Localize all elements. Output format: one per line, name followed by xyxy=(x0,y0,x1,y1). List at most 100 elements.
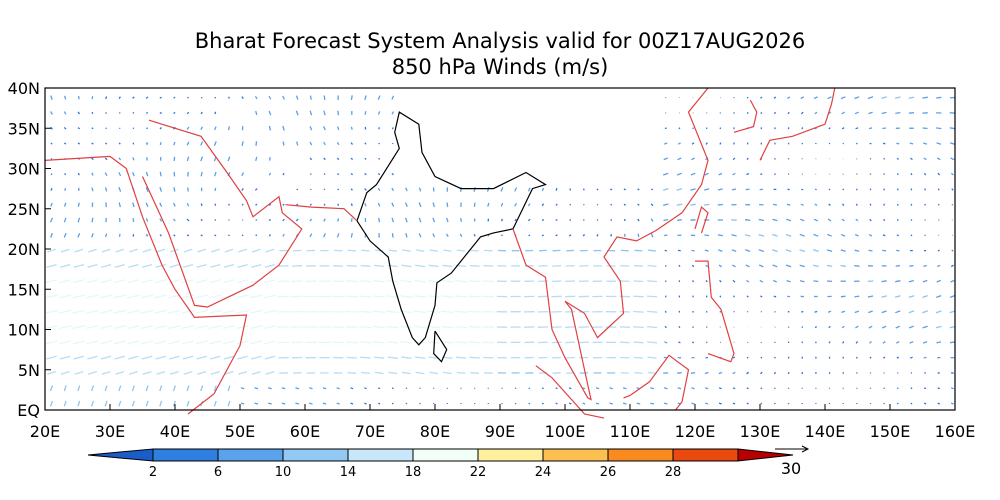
wind-vector xyxy=(113,309,127,314)
wind-vector xyxy=(527,187,531,192)
wind-vector xyxy=(364,95,367,100)
wind-vector xyxy=(429,249,438,252)
wind-vector xyxy=(759,279,764,283)
wind-vector xyxy=(676,172,682,176)
wind-vector xyxy=(855,341,859,344)
wind-vector xyxy=(922,325,928,329)
wind-vector xyxy=(746,96,749,99)
wind-vector xyxy=(265,248,275,253)
wind-vector xyxy=(760,173,763,176)
wind-vector xyxy=(391,402,394,405)
wind-vector xyxy=(732,356,736,359)
wind-vector xyxy=(428,356,439,359)
wind-vector xyxy=(746,172,750,176)
wind-vector xyxy=(746,295,749,298)
wind-vector xyxy=(772,233,778,237)
wind-vector xyxy=(854,295,860,298)
wind-vector xyxy=(704,371,709,375)
makran-coast xyxy=(285,204,358,222)
colorbar-label: 10 xyxy=(275,465,292,480)
wind-vector xyxy=(950,157,955,161)
wind-vector xyxy=(181,294,195,299)
wind-vector xyxy=(127,279,140,284)
wind-vector xyxy=(813,233,819,237)
wind-vector xyxy=(159,202,163,207)
wind-vector xyxy=(772,249,778,253)
colorbar-end xyxy=(737,448,794,462)
wind-vector xyxy=(841,127,845,130)
wind-vector xyxy=(378,217,381,223)
wind-vector xyxy=(140,309,154,314)
wind-vector xyxy=(169,355,180,360)
wind-vector xyxy=(361,249,370,252)
wind-vector xyxy=(86,325,99,330)
wind-vector xyxy=(883,218,886,222)
wind-vector xyxy=(350,387,354,390)
wind-vector xyxy=(650,203,654,207)
wind-vector xyxy=(114,355,126,360)
wind-vector xyxy=(569,203,572,206)
wind-vector xyxy=(167,309,181,314)
wind-vector xyxy=(455,356,467,359)
wind-vector xyxy=(132,111,135,114)
wind-vector xyxy=(169,370,179,375)
wind-vector xyxy=(717,234,723,237)
wind-vector xyxy=(896,234,900,237)
wind-vector xyxy=(633,295,644,298)
wind-vector xyxy=(87,370,97,375)
wind-vector xyxy=(359,280,372,283)
wind-vector xyxy=(950,387,954,390)
wind-vector xyxy=(894,295,901,298)
wind-vector xyxy=(950,279,955,283)
wind-vector xyxy=(104,385,108,392)
wind-vector xyxy=(118,112,121,114)
wind-vector xyxy=(732,172,736,176)
wind-vector xyxy=(908,96,915,99)
wind-vector xyxy=(131,171,135,177)
wind-vector xyxy=(678,127,681,130)
wind-vector xyxy=(610,203,613,206)
wind-vector xyxy=(173,96,176,99)
wind-vector xyxy=(787,111,790,115)
wind-vector xyxy=(72,340,85,345)
colorbar-label: 22 xyxy=(470,465,487,480)
wind-vector xyxy=(664,142,668,145)
wind-vector xyxy=(391,172,394,176)
wind-vector xyxy=(50,202,53,207)
wind-vector xyxy=(813,280,819,283)
wind-vector xyxy=(692,127,694,130)
wind-vector xyxy=(470,371,480,374)
wind-vector xyxy=(91,217,94,223)
wind-vector xyxy=(128,263,139,268)
wind-vector xyxy=(183,370,193,375)
wind-vector xyxy=(427,341,440,344)
wind-vector xyxy=(214,111,217,115)
wind-vector xyxy=(47,248,56,253)
wind-vector xyxy=(169,263,180,268)
wind-vector xyxy=(345,295,358,298)
india-outline xyxy=(356,111,547,346)
wind-vector xyxy=(50,111,53,115)
wind-vector xyxy=(364,157,367,160)
wind-vector xyxy=(922,279,928,283)
wind-vector xyxy=(413,295,427,298)
wind-vector xyxy=(337,110,340,116)
wind-vector xyxy=(86,294,99,299)
wind-vector xyxy=(786,279,791,283)
wind-vector xyxy=(350,402,354,405)
wind-vector xyxy=(555,187,558,191)
wind-vector xyxy=(282,95,285,100)
y-tick-label: 20N xyxy=(8,240,40,259)
wind-vector xyxy=(910,402,913,405)
wind-vector xyxy=(894,96,901,99)
reference-label: 30 xyxy=(781,459,801,478)
wind-vector xyxy=(172,400,176,407)
wind-vector xyxy=(704,234,710,237)
wind-vector xyxy=(359,341,372,344)
colorbar-segment xyxy=(282,448,349,462)
x-tick-label: 60E xyxy=(290,422,320,441)
wind-vector xyxy=(869,158,872,160)
wind-vector xyxy=(222,309,236,314)
wind-vector xyxy=(254,387,259,390)
